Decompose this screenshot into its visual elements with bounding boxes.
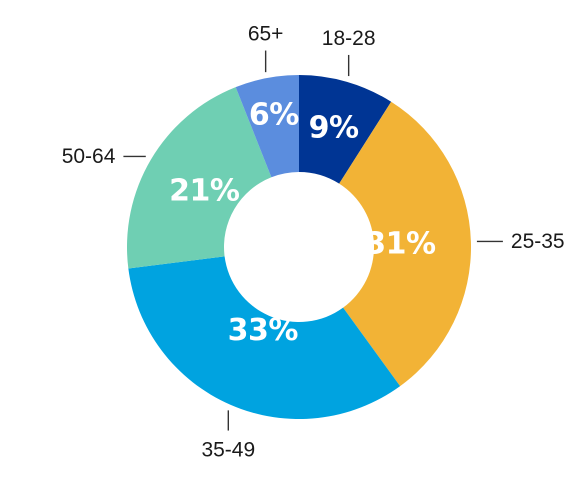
slice-value-label-25-35: 31% [365,226,436,261]
slices-group [127,75,471,419]
percent-labels-group: 9% 31% 33% 21% 6% [169,98,436,348]
category-label-65: 65+ [248,23,284,46]
slice-65 [235,75,299,178]
slice-value-label-35-49: 33% [228,313,299,348]
category-label-50-64: 50-64 [62,145,116,168]
slice-25-35 [339,101,471,387]
slice-value-label-50-64: 21% [169,173,240,208]
category-label-18-28: 18-28 [322,27,376,50]
category-labels-group: 18-28 25-35 35-49 50-64 65+ [62,23,565,462]
category-label-25-35: 25-35 [511,230,565,253]
slice-value-label-18-28: 9% [309,111,359,146]
leader-lines-group [123,50,503,431]
slice-50-64 [127,87,272,269]
slice-18-28 [299,75,392,184]
slice-35-49 [128,256,401,419]
category-label-35-49: 35-49 [201,439,255,462]
slice-value-label-65: 6% [249,98,299,133]
